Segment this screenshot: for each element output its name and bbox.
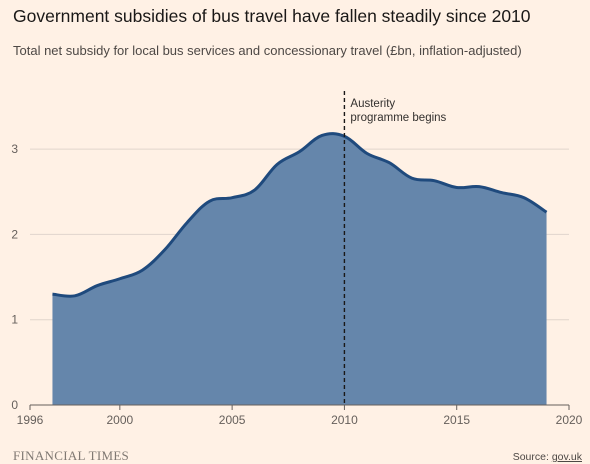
y-tick-label: 3 <box>11 142 18 156</box>
x-tick-label: 2000 <box>106 413 133 427</box>
subsidy-line <box>52 132 548 298</box>
x-tick-label: 2010 <box>331 413 358 427</box>
source-note: Source: gov.uk <box>513 451 582 463</box>
y-axis-labels: 0 1 2 3 <box>11 142 18 412</box>
ft-logo-text: FINANCIAL TIMES <box>13 448 130 463</box>
x-axis <box>29 404 570 410</box>
austerity-annotation: Austerity programme begins <box>343 91 447 405</box>
y-tick-label: 2 <box>11 227 18 241</box>
annotation-label: Austerity <box>350 98 395 110</box>
x-tick-label: 2020 <box>556 413 583 427</box>
x-tick-label: 2015 <box>443 413 470 427</box>
chart-title: Government subsidies of bus travel have … <box>13 6 531 26</box>
x-tick-label: 2005 <box>219 413 246 427</box>
y-tick-label: 1 <box>11 313 18 327</box>
y-tick-label: 0 <box>11 398 18 412</box>
annotation-label: programme begins <box>350 112 446 124</box>
source-prefix: Source: <box>512 451 552 463</box>
subsidy-area <box>52 133 547 405</box>
source-link[interactable]: gov.uk <box>551 451 582 463</box>
chart-subtitle: Total net subsidy for local bus services… <box>13 43 522 58</box>
x-axis-labels: 1996 2000 2005 2010 2015 2020 <box>17 413 583 427</box>
x-tick-label: 1996 <box>17 413 44 427</box>
